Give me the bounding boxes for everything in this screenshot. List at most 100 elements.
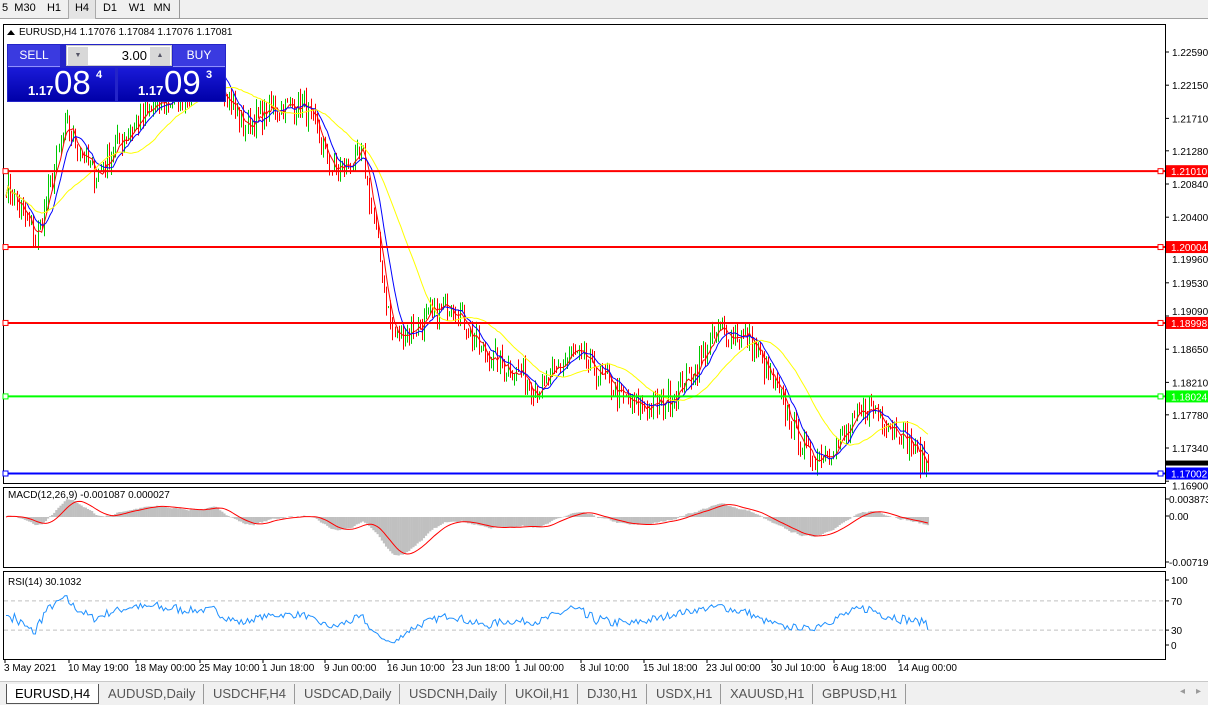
macd-scale-label: 0.003873	[1169, 495, 1208, 506]
rsi-scale-label: 100	[1171, 576, 1188, 587]
chart-tab[interactable]: USDCHF,H4	[205, 684, 295, 704]
time-axis-label: 23 Jul 00:00	[706, 663, 761, 674]
scroll-right-icon[interactable]: ▸	[1196, 686, 1202, 697]
chart-tab[interactable]: USDX,H1	[648, 684, 722, 704]
price-line-label: 1.18998	[1171, 319, 1208, 330]
rsi-scale-label: 0	[1171, 641, 1177, 652]
chart-tab[interactable]: AUDUSD,Daily	[100, 684, 205, 704]
price-line-label: 1.20004	[1171, 243, 1208, 254]
rsi-scale-label: 30	[1171, 626, 1183, 637]
timeframe-5[interactable]: 5	[1, 2, 9, 14]
time-axis-label: 14 Aug 00:00	[898, 663, 957, 674]
lot-increase-icon[interactable]: ▲	[150, 47, 170, 65]
price-line-label-bg	[1166, 390, 1208, 403]
symbol-title: EURUSD,H4 1.17076 1.17084 1.17076 1.1708…	[19, 27, 233, 38]
sell-price[interactable]: 1.17 08 4	[8, 64, 115, 101]
time-axis-label: 1 Jul 00:00	[515, 663, 564, 674]
price-axis-label: 1.19530	[1172, 279, 1208, 290]
scroll-left-icon[interactable]: ◂	[1180, 686, 1186, 697]
macd-scale-label: 0.00	[1169, 512, 1189, 523]
price-axis-label: 1.22590	[1172, 48, 1208, 59]
line-handle	[1157, 244, 1164, 251]
rsi-line	[6, 595, 929, 644]
chart-tab[interactable]: XAUUSD,H1	[722, 684, 814, 704]
price-axis-label: 1.19090	[1172, 307, 1208, 318]
price-line-label: 1.17002	[1171, 470, 1208, 481]
macd-signal-line	[5, 500, 929, 555]
line-handle	[1157, 168, 1164, 175]
time-axis-label: 23 Jun 18:00	[452, 663, 510, 674]
sell-price-pips: 08	[54, 64, 91, 101]
sell-price-prefix: 1.17	[28, 83, 54, 98]
time-axis-label: 6 Aug 18:00	[833, 663, 887, 674]
macd-title: MACD(12,26,9) -0.001087 0.000027	[8, 490, 170, 501]
price-axis-label: 1.18650	[1172, 345, 1208, 356]
macd-panel	[3, 487, 1166, 568]
price-axis-label: 1.21710	[1172, 114, 1208, 125]
rsi-scale-label: 70	[1171, 597, 1183, 608]
timeframe-w1[interactable]: W1	[128, 2, 146, 14]
buy-price[interactable]: 1.17 09 3	[118, 64, 225, 101]
timeframe-h1[interactable]: H1	[46, 2, 62, 14]
timeframe-h4[interactable]: H4	[68, 0, 96, 19]
price-line-label-bg	[1166, 316, 1208, 329]
lot-size-stepper[interactable]: ▼ 3.00 ▲	[66, 45, 172, 66]
chart-tab[interactable]: EURUSD,H4	[6, 684, 100, 704]
chart-tab[interactable]: DJ30,H1	[579, 684, 647, 704]
buy-price-fraction: 3	[206, 69, 213, 81]
price-axis-label: 1.17340	[1172, 444, 1208, 455]
toolbar-separator	[179, 0, 180, 19]
price-axis-label: 1.17780	[1172, 411, 1208, 422]
chart-tab[interactable]: USDCNH,Daily	[401, 684, 507, 704]
price-axis-label: 1.21280	[1172, 147, 1208, 158]
chart-tab[interactable]: UKOil,H1	[507, 684, 579, 704]
macd-histogram	[6, 499, 930, 556]
line-handle	[1157, 319, 1164, 326]
chart-tab[interactable]: GBPUSD,H1	[814, 684, 907, 704]
main-chart-panel	[3, 24, 1166, 484]
one-click-trading-panel: SELL ▼ 3.00 ▲ BUY 1.17 08 4 1.17 09 3	[7, 44, 226, 102]
timeframe-d1[interactable]: D1	[102, 2, 118, 14]
lot-decrease-icon[interactable]: ▼	[68, 47, 88, 65]
chart-tabs: EURUSD,H4 AUDUSD,Daily USDCHF,H4 USDCAD,Dai…	[0, 681, 1208, 705]
price-line-label: 1.18024	[1171, 392, 1208, 403]
price-line-label-bg	[1166, 165, 1208, 178]
line-handle	[2, 470, 9, 477]
timeframe-toolbar: 5 M30 H1 H4 D1 W1 MN	[0, 0, 1208, 19]
current-price-label	[1166, 460, 1208, 466]
buy-button[interactable]: BUY	[173, 45, 225, 67]
macd-scale-label: -0.007195	[1169, 558, 1208, 569]
time-axis-label: 30 Jul 10:00	[771, 663, 826, 674]
price-line-label-bg	[1166, 241, 1208, 254]
time-axis-label: 9 Jun 00:00	[324, 663, 377, 674]
time-axis-label: 10 May 19:00	[68, 663, 129, 674]
collapse-arrow-icon	[7, 30, 15, 35]
time-axis-label: 1 Jun 18:00	[262, 663, 315, 674]
ma-fast-line	[5, 62, 929, 464]
price-axis-label: 1.18210	[1172, 378, 1208, 389]
sell-button[interactable]: SELL	[8, 45, 60, 67]
line-handle	[2, 393, 9, 400]
price-line-label: 1.21010	[1171, 167, 1208, 178]
lot-size-input[interactable]: 3.00	[121, 48, 147, 63]
ma-slow-line	[5, 86, 929, 446]
time-axis-label: 25 May 10:00	[199, 663, 260, 674]
time-axis-label: 16 Jun 10:00	[387, 663, 445, 674]
chart-canvas[interactable]: 1.22590 1.22150 1.21710 1.21280 1.20840 1.204…	[0, 19, 1208, 681]
ma-mid-line	[5, 70, 929, 460]
line-handle	[1157, 470, 1164, 477]
price-bars	[6, 50, 929, 479]
time-axis-label: 8 Jul 10:00	[580, 663, 629, 674]
line-handle	[2, 319, 9, 326]
rsi-title: RSI(14) 30.1032	[8, 577, 82, 588]
chart-tab[interactable]: USDCAD,Daily	[296, 684, 401, 704]
price-line-label-bg	[1166, 467, 1208, 480]
price-axis-label: 1.22150	[1172, 81, 1208, 92]
line-handle	[2, 168, 9, 175]
rsi-panel	[3, 571, 1166, 660]
timeframe-m30[interactable]: M30	[14, 2, 36, 14]
price-axis-label: 1.19960	[1172, 255, 1208, 266]
line-handle	[1157, 393, 1164, 400]
timeframe-mn[interactable]: MN	[153, 2, 171, 14]
chart-window[interactable]: 1.22590 1.22150 1.21710 1.21280 1.20840 1.204…	[0, 19, 1208, 681]
